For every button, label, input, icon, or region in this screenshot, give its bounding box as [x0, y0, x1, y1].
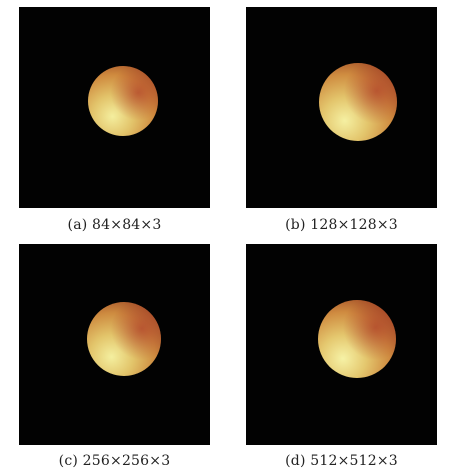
- moon-photo-a: [19, 7, 210, 208]
- panel-b: (b) 128×128×3: [246, 7, 437, 233]
- moon-image-b: [246, 7, 437, 208]
- moon-image-c: [19, 244, 210, 445]
- caption-c: (c) 256×256×3: [58, 453, 171, 469]
- caption-a: (a) 84×84×3: [67, 217, 162, 233]
- moon-photo-d: [246, 244, 437, 445]
- moon-image-d: [246, 244, 437, 445]
- caption-d: (d) 512×512×3: [285, 453, 398, 469]
- panel-a: (a) 84×84×3: [19, 7, 210, 233]
- moon-image-a: [19, 7, 210, 208]
- moon-photo-b: [246, 7, 437, 208]
- panel-d: (d) 512×512×3: [246, 244, 437, 469]
- moon-photo-c: [19, 244, 210, 445]
- caption-b: (b) 128×128×3: [285, 217, 398, 233]
- panel-c: (c) 256×256×3: [19, 244, 210, 469]
